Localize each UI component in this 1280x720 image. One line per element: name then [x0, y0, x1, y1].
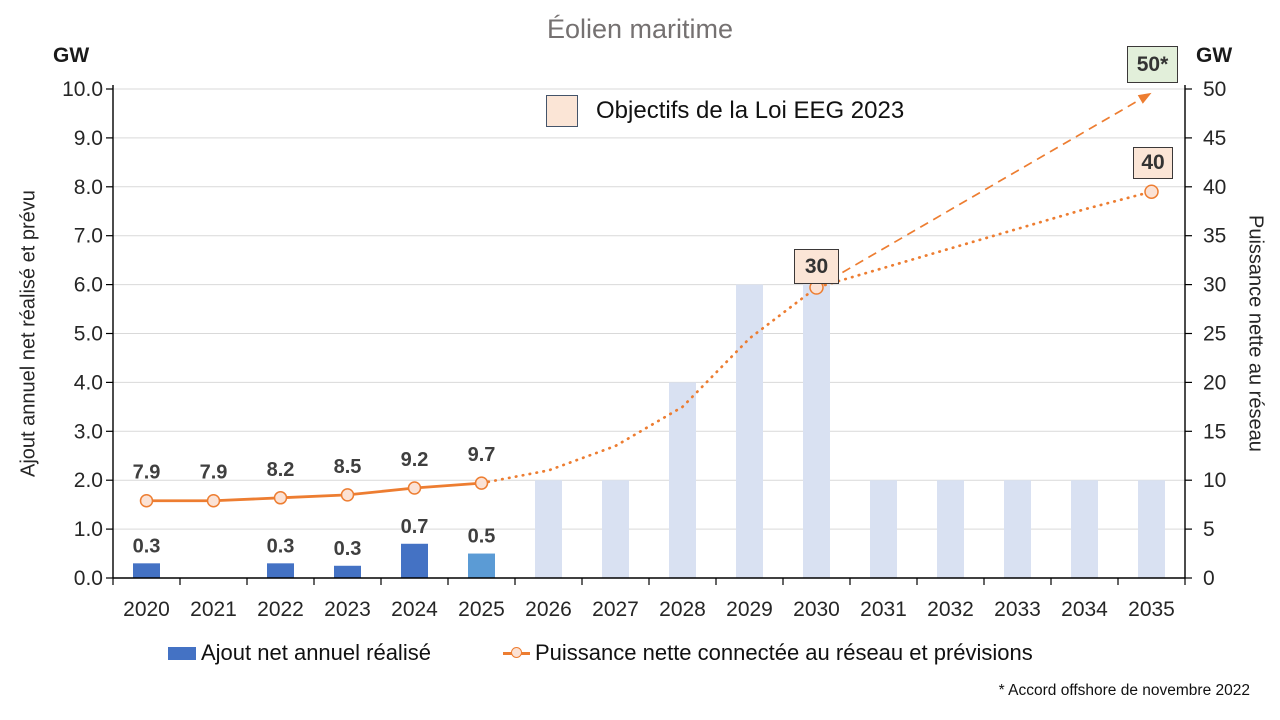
- left-axis-tick-label: 3.0: [74, 420, 103, 443]
- target-2030-callout: 30: [794, 249, 839, 284]
- line-value-label: 8.2: [267, 459, 295, 481]
- bar-2029: [736, 284, 763, 578]
- right-axis-tick-label: 30: [1203, 274, 1226, 297]
- line-value-label: 8.5: [334, 456, 362, 478]
- bar-2020: [133, 563, 160, 578]
- line-marker-2020: [139, 493, 154, 508]
- x-axis-year-label: 2023: [324, 598, 371, 621]
- x-axis-year-label: 2031: [860, 598, 907, 621]
- right-axis-tick-label: 0: [1203, 567, 1215, 590]
- x-axis-year-label: 2027: [592, 598, 639, 621]
- bar-2025: [468, 553, 495, 578]
- right-axis-tick-label: 10: [1203, 469, 1226, 492]
- left-axis-tick-label: 4.0: [74, 371, 103, 394]
- left-axis-tick-label: 5.0: [74, 323, 103, 346]
- right-axis-tick-label: 45: [1203, 127, 1226, 150]
- x-axis-year-label: 2025: [458, 598, 505, 621]
- eeg-target-2035-callout: 50*: [1127, 46, 1178, 83]
- eeg-target-arrowhead-icon: [1137, 92, 1152, 104]
- left-axis-tick-label: 10.0: [62, 78, 103, 101]
- bar-series-swatch-icon: [168, 646, 196, 660]
- bar-2026: [535, 480, 562, 578]
- line-marker-2023: [340, 488, 355, 502]
- legend-eeg-objectives: Objectifs de la Loi EEG 2023: [546, 95, 904, 127]
- bar-2022: [267, 563, 294, 578]
- right-axis-tick-label: 25: [1203, 323, 1226, 346]
- bar-2032: [937, 480, 964, 578]
- line-series-label: Puissance nette connectée au réseau et p…: [535, 640, 1033, 665]
- x-axis-year-label: 2022: [257, 598, 304, 621]
- left-axis-tick-label: 8.0: [74, 176, 103, 199]
- line-series-swatch-icon: [503, 647, 530, 658]
- forecast-2035-callout: 40: [1133, 147, 1173, 179]
- x-axis-year-label: 2021: [190, 598, 237, 621]
- eeg-target-line: [816, 96, 1145, 289]
- bar-value-label: 0.5: [468, 526, 496, 548]
- left-axis-tick-label: 2.0: [74, 469, 103, 492]
- x-axis-year-label: 2020: [123, 598, 170, 621]
- right-axis-tick-label: 15: [1203, 420, 1226, 443]
- x-axis-year-label: 2034: [1061, 598, 1108, 621]
- bar-2035: [1138, 480, 1165, 578]
- left-axis-tick-label: 7.0: [74, 225, 103, 248]
- line-value-label: 9.7: [468, 444, 496, 466]
- line-marker-2035: [1144, 184, 1159, 199]
- line-marker-2024: [407, 481, 422, 495]
- bar-2034: [1071, 480, 1098, 578]
- legend-line-series: Puissance nette connectée au réseau et p…: [503, 640, 1033, 666]
- bar-2031: [870, 480, 897, 578]
- line-marker-2025: [474, 476, 489, 490]
- bar-series-label: Ajout net annuel réalisé: [201, 640, 431, 665]
- x-axis-year-label: 2033: [994, 598, 1041, 621]
- right-axis-tick-label: 35: [1203, 225, 1226, 248]
- right-axis-tick-label: 20: [1203, 371, 1226, 394]
- bar-2030: [803, 284, 830, 578]
- right-axis-tick-label: 40: [1203, 176, 1226, 199]
- bar-value-label: 0.3: [334, 538, 362, 560]
- left-axis-tick-label: 1.0: [74, 518, 103, 541]
- left-axis-tick-label: 9.0: [74, 127, 103, 150]
- left-axis-unit: GW: [53, 44, 90, 67]
- bar-value-label: 0.3: [267, 535, 295, 557]
- x-axis-year-label: 2024: [391, 598, 438, 621]
- right-axis-tick-label: 50: [1203, 78, 1226, 101]
- bar-2023: [334, 565, 361, 578]
- left-axis-tick-label: 6.0: [74, 274, 103, 297]
- bar-2033: [1004, 480, 1031, 578]
- line-marker-2022: [273, 491, 288, 505]
- right-axis-tick-label: 5: [1203, 518, 1215, 541]
- x-axis-year-label: 2029: [726, 598, 773, 621]
- bar-2028: [669, 382, 696, 578]
- legend-bar-series: Ajout net annuel réalisé: [168, 640, 431, 666]
- connected-capacity-forecast-line: [480, 190, 1153, 485]
- x-axis-year-label: 2035: [1128, 598, 1175, 621]
- line-value-label: 7.9: [133, 462, 161, 484]
- bar-2027: [602, 480, 629, 578]
- left-axis-tick-label: 0.0: [74, 567, 103, 590]
- x-axis-year-label: 2032: [927, 598, 974, 621]
- line-value-label: 9.2: [401, 449, 429, 471]
- connected-capacity-line: [146, 481, 482, 503]
- footnote: * Accord offshore de novembre 2022: [998, 682, 1250, 699]
- line-marker-2021: [206, 493, 221, 508]
- right-axis-unit: GW: [1196, 44, 1233, 67]
- bar-value-label: 0.7: [401, 516, 429, 538]
- x-axis-year-label: 2028: [659, 598, 706, 621]
- eeg-objectives-swatch-icon: [546, 95, 578, 127]
- bar-value-label: 0.3: [133, 535, 161, 557]
- x-axis-year-label: 2026: [525, 598, 572, 621]
- legend-eeg-objectives-label: Objectifs de la Loi EEG 2023: [596, 97, 905, 124]
- line-value-label: 7.9: [200, 462, 228, 484]
- chart-title: Éolien maritime: [546, 14, 734, 44]
- x-axis-year-label: 2030: [793, 598, 840, 621]
- bar-2024: [401, 543, 428, 578]
- right-axis-title: Puissance nette au réseau: [1244, 215, 1267, 452]
